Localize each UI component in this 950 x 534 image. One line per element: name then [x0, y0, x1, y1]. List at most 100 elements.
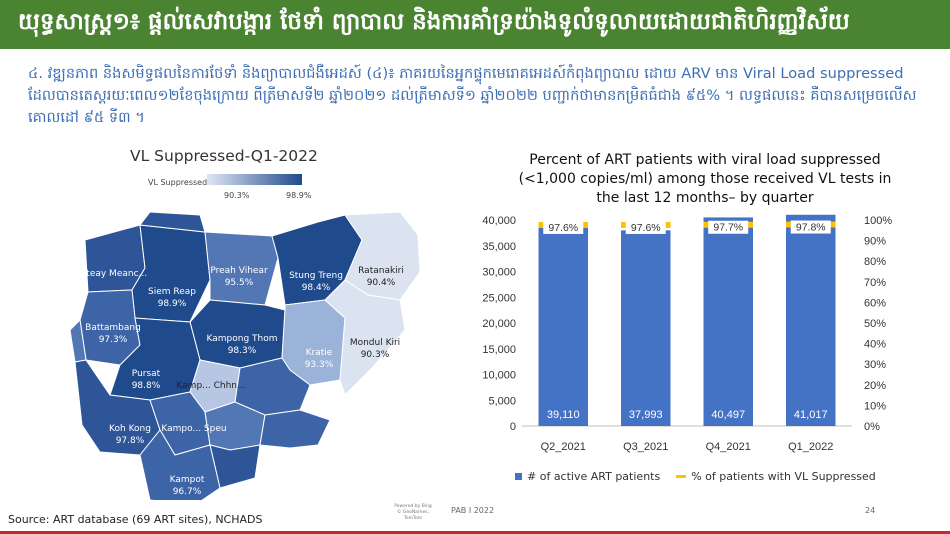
map-label-kampong-chhnang: Kamp... Chhn... [176, 380, 245, 392]
legend-swatch-marker [676, 475, 687, 478]
legend-label: # of active ART patients [527, 470, 661, 483]
map-label-pursat: Pursat 98.8% [132, 368, 161, 392]
footer-org: PAB I 2022 [451, 506, 495, 515]
x-tick-label: Q3_2021 [623, 441, 668, 453]
province-value: 98.8% [131, 381, 161, 391]
y-right-tick-label: 10% [864, 400, 886, 412]
bar-data-label: 37,993 [629, 409, 663, 421]
province-value: 95.5% [224, 278, 254, 288]
y-left-tick-label: 30,000 [482, 267, 516, 279]
powered-by-text: Powered by Bing [394, 504, 432, 509]
province-name: Kampong Thom [206, 334, 278, 344]
province-value: 97.8% [115, 436, 145, 446]
legend-item-art-patients: # of active ART patients [515, 470, 660, 483]
bullet-paragraph: ៤. វឌ្ឍនភាព និងសមិទ្ធផលនៃការថែទាំ និងព្យ… [28, 65, 917, 126]
legend-label: % of patients with VL Suppressed [691, 470, 876, 483]
page-number: 24 [865, 506, 876, 515]
map-label-kratie: Kratie 93.3% [305, 347, 334, 371]
y-right-tick-label: 80% [864, 256, 886, 268]
y-right-tick-label: 60% [864, 297, 886, 309]
bar-art-patients [621, 230, 671, 426]
province-value: 96.7% [172, 487, 202, 497]
y-right-tick-label: 90% [864, 236, 886, 248]
province-value: 98.3% [227, 346, 257, 356]
y-left-tick-label: 20,000 [482, 318, 516, 330]
y-left-tick-label: 15,000 [482, 344, 516, 356]
y-right-tick-label: 70% [864, 277, 886, 289]
province-name: Kratie [305, 348, 333, 358]
chart-legend: # of active ART patients % of patients w… [515, 470, 876, 483]
province-name: Mondul Kiri [349, 338, 401, 348]
x-tick-label: Q2_2021 [541, 441, 586, 453]
province-name: Kampo... Speu [161, 424, 227, 434]
y-left-tick-label: 40,000 [482, 215, 516, 227]
map-label-kampot: Kampot 96.7% [170, 474, 205, 498]
province-value: 98.9% [157, 299, 187, 309]
province-value: 90.3% [360, 350, 390, 360]
map-label-stung-treng: Stung Treng 98.4% [289, 270, 343, 294]
marker-label-bg [708, 220, 749, 234]
province-name: Kamp... Chhn... [176, 381, 246, 391]
x-tick-label: Q1_2022 [788, 441, 833, 453]
map-label-kampong-speu: Kampo... Speu [161, 423, 226, 435]
slide-title-banner: យុទ្ធសាស្ត្រ១៖ ផ្តល់សេវាបង្ការ ថែទាំ ព្យ… [0, 0, 950, 49]
bar-art-patients [703, 217, 753, 426]
y-left-tick-label: 35,000 [482, 241, 516, 253]
province-name: Koh Kong [109, 424, 151, 434]
y-right-tick-label: 50% [864, 318, 886, 330]
cambodia-choropleth-map [69, 211, 421, 500]
province-kampot[interactable] [139, 429, 221, 500]
province-prey-veng[interactable] [259, 409, 331, 449]
bar-art-patients [786, 214, 836, 426]
map-title: VL Suppressed-Q1-2022 [130, 147, 318, 165]
bar-data-label: 39,110 [547, 409, 580, 421]
map-label-ratanakiri: Ratanakiri 90.4% [358, 265, 404, 289]
province-value: 90.4% [366, 278, 396, 288]
source-note: Source: ART database (69 ART sites), NCH… [8, 513, 263, 526]
y-left-tick-label: 10,000 [482, 370, 516, 382]
province-oddar-meanchey[interactable] [139, 211, 206, 233]
marker-label-bg [625, 220, 666, 234]
map-label-mondulkiri: Mondul Kiri 90.3% [350, 337, 400, 361]
province-name: Pursat [131, 369, 161, 379]
map-label-kampong-thom: Kampong Thom 98.3% [207, 333, 278, 357]
map-label-battambang: Battambang 97.3% [85, 322, 141, 346]
province-name: Battambang [85, 323, 141, 333]
province-banteay-meanchey[interactable] [84, 224, 146, 293]
bar-data-label: 40,497 [711, 409, 745, 421]
map-label-koh-kong: Koh Kong 97.8% [109, 423, 151, 447]
province-value: 98.4% [301, 283, 331, 293]
y-right-tick-label: 30% [864, 359, 886, 371]
y-right-tick-label: 20% [864, 380, 886, 392]
province-name: Ratanakiri [358, 266, 404, 276]
y-left-tick-label: 25,000 [482, 292, 516, 304]
chart-title: Percent of ART patients with viral load … [518, 152, 892, 206]
y-right-tick-label: 0% [864, 421, 880, 433]
y-right-tick-label: 40% [864, 339, 886, 351]
province-name: Stung Treng [289, 271, 343, 281]
marker-data-label: 97.6% [631, 222, 661, 234]
map-attribution: Powered by Bing © GeoNames, TomTom [388, 504, 438, 522]
bar-data-label: 41,017 [794, 409, 828, 421]
map-legend-max: 98.9% [286, 191, 312, 200]
marker-data-label: 97.6% [548, 222, 578, 234]
province-value: 97.3% [98, 335, 128, 345]
legend-swatch-bar [515, 473, 522, 480]
y-left-tick-label: 5,000 [488, 395, 516, 407]
y-right-tick-label: 100% [864, 215, 892, 227]
marker-data-label: 97.7% [713, 222, 743, 234]
map-legend-gradient [207, 174, 302, 185]
slide-title: យុទ្ធសាស្ត្រ១៖ ផ្តល់សេវាបង្ការ ថែទាំ ព្យ… [18, 9, 850, 35]
province-name: Banteay Meanc... [68, 269, 148, 279]
y-left-tick-label: 0 [510, 421, 516, 433]
copyright-text: © GeoNames, TomTom [397, 510, 429, 521]
bar-art-patients [538, 224, 588, 426]
marker-data-label: 97.8% [796, 222, 826, 234]
legend-item-vl-suppressed: % of patients with VL Suppressed [676, 470, 876, 483]
province-name: Kampot [169, 475, 205, 485]
vl-suppression-chart: 0 5,000 10,000 15,000 20,000 25,000 30,000 35,0… [482, 214, 892, 453]
province-mondulkiri[interactable] [324, 279, 406, 396]
map-label-banteay-meanchey: Banteay Meanc... [69, 268, 147, 280]
map-label-siem-reap: Siem Reap 98.9% [148, 286, 196, 310]
map-legend-min: 90.3% [224, 191, 250, 200]
